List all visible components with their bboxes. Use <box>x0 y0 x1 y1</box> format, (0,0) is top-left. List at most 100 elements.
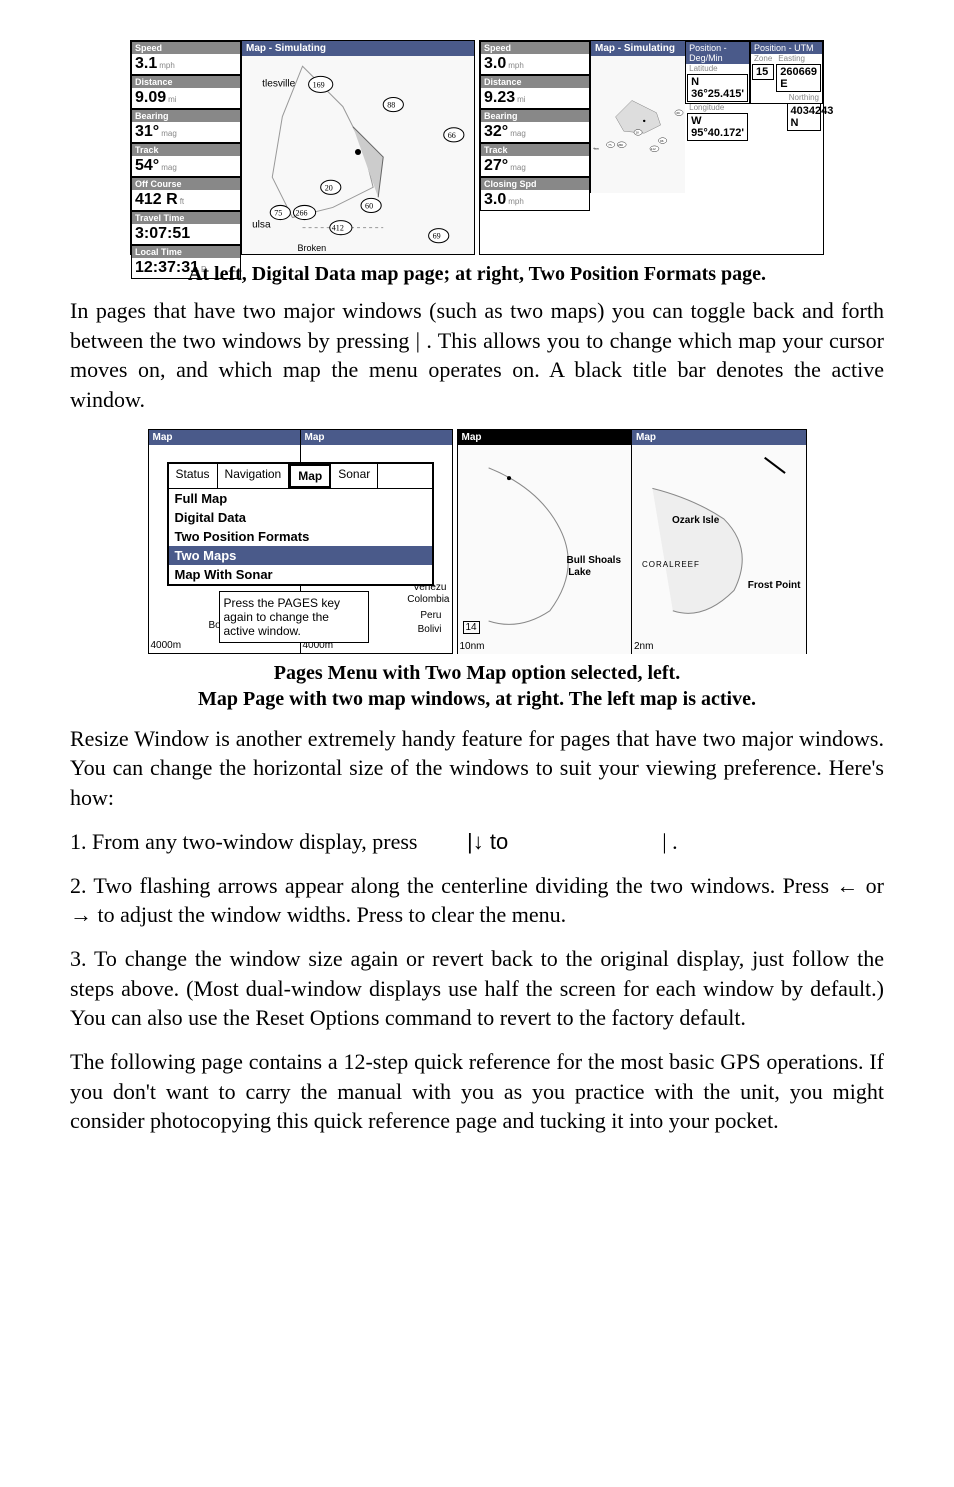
data-header: Speed <box>481 42 589 54</box>
data-header: Track <box>132 144 240 156</box>
paragraph-1: In pages that have two major windows (su… <box>70 296 884 415</box>
data-header: Closing Spd <box>481 178 589 190</box>
lat-value: N 36°25.415' <box>687 74 748 102</box>
data-value: 31°mag <box>132 122 240 142</box>
data-value: 3:07:51 <box>132 224 240 244</box>
map-area-left: Map - Simulating tlesville ulsa Broken 1… <box>241 41 474 254</box>
right-map-canvas-svg <box>632 445 806 654</box>
tab-row: StatusNavigationMapSonar <box>169 464 432 489</box>
data-value: 3.0mph <box>481 190 589 210</box>
tab-sonar[interactable]: Sonar <box>331 464 378 488</box>
data-column-left: Speed3.1mphDistance9.09miBearing31°magTr… <box>131 41 241 254</box>
bg-map-title-r: Map <box>301 430 452 445</box>
svg-text:412: 412 <box>332 224 344 233</box>
paragraph-2: Resize Window is another extremely handy… <box>70 724 884 813</box>
lon-label: Longitude <box>686 103 749 112</box>
data-header: Distance <box>481 76 589 88</box>
data-header: Bearing <box>481 110 589 122</box>
lat-label: Latitude <box>686 64 749 73</box>
step1-a: 1. From any two-window display, press <box>70 829 423 854</box>
menu-item[interactable]: Two Position Formats <box>169 527 432 546</box>
digital-data-screenshot: Speed3.1mphDistance9.09miBearing31°magTr… <box>130 40 475 255</box>
pos-utm-header: Position - UTM <box>751 42 822 54</box>
svg-text:4nm: 4nm <box>593 147 599 151</box>
menu-item[interactable]: Map With Sonar <box>169 565 432 584</box>
position-row: Position - Deg/Min Latitude N 36°25.415'… <box>685 41 823 104</box>
two-map-screenshot: Map Bull Shoals Lake 14 10nm Map Ozark I… <box>457 429 807 654</box>
step-2: 2. Two flashing arrows appear along the … <box>70 871 884 930</box>
menu-item[interactable]: Digital Data <box>169 508 432 527</box>
tab-map[interactable]: Map <box>289 464 331 488</box>
data-cell: Bearing31°mag <box>131 109 241 143</box>
step1-c: | . <box>662 829 677 854</box>
svg-text:66: 66 <box>677 111 681 115</box>
data-header: Travel Time <box>132 212 240 224</box>
caption-line-1: Pages Menu with Two Map option selected,… <box>70 660 884 686</box>
zone-value: 15 <box>752 64 774 80</box>
left-map-canvas-svg <box>458 445 632 654</box>
tab-status[interactable]: Status <box>169 464 218 488</box>
svg-text:88: 88 <box>387 101 395 110</box>
svg-text:60: 60 <box>365 201 373 210</box>
data-value: 412 Rft <box>132 190 240 210</box>
data-value: 9.09mi <box>132 88 240 108</box>
svg-text:ulsa: ulsa <box>252 220 271 231</box>
two-position-screenshot: Speed3.0mphDistance9.23miBearing32°magTr… <box>479 40 824 255</box>
pages-menu-screenshot: Map 4000m Bolivi Map Venezu Colombia Per… <box>148 429 453 654</box>
menu-item[interactable]: Two Maps <box>169 546 432 565</box>
pos-degmin-header: Position - Deg/Min <box>686 42 749 64</box>
map-svg-left: tlesville ulsa Broken 169 88 66 20 75 26… <box>242 56 474 253</box>
figure-2-caption: Pages Menu with Two Map option selected,… <box>70 660 884 712</box>
data-cell: Bearing32°mag <box>480 109 590 143</box>
data-header: Speed <box>132 42 240 54</box>
hwy-shield: 169 <box>309 76 333 92</box>
data-header: Local Time <box>132 246 240 258</box>
data-value: 9.23mi <box>481 88 589 108</box>
tab-navigation[interactable]: Navigation <box>218 464 290 488</box>
northing-value: 4034243 N <box>787 103 821 131</box>
data-header: Track <box>481 144 589 156</box>
menu-list: Full MapDigital DataTwo Position Formats… <box>169 489 432 584</box>
data-cell: Off Course412 Rft <box>131 177 241 211</box>
step1-b: |↓ to <box>467 829 508 854</box>
right-map-pane: Map Ozark Isle CORALREEF Frost Point 2nm <box>632 430 806 653</box>
data-value: 54°mag <box>132 156 240 176</box>
map-area-right: Map - Simulating 66 20 75 266 66 412 4nm <box>590 41 685 193</box>
svg-text:20: 20 <box>636 131 640 135</box>
data-value: 27°mag <box>481 156 589 176</box>
svg-text:266: 266 <box>618 143 623 147</box>
svg-text:66: 66 <box>660 139 664 143</box>
svg-text:412: 412 <box>651 147 656 151</box>
bg-map-title-l: Map <box>149 430 300 445</box>
data-header: Distance <box>132 76 240 88</box>
data-cell: Speed3.1mph <box>131 41 241 75</box>
svg-text:Broken: Broken <box>297 243 326 253</box>
data-value: 3.0mph <box>481 54 589 74</box>
paragraph-final: The following page contains a 12-step qu… <box>70 1047 884 1136</box>
step-1: 1. From any two-window display, press |↓… <box>70 827 884 857</box>
data-cell: Travel Time3:07:51 <box>131 211 241 245</box>
map-title-right: Map - Simulating <box>591 41 685 56</box>
svg-text:66: 66 <box>448 131 456 140</box>
figure-2-row: Map 4000m Bolivi Map Venezu Colombia Per… <box>70 429 884 654</box>
zone-label: Zone <box>751 54 775 63</box>
svg-text:75: 75 <box>274 209 282 218</box>
svg-text:tlesville: tlesville <box>262 78 295 89</box>
map-title-left: Map - Simulating <box>242 41 474 56</box>
data-header: Off Course <box>132 178 240 190</box>
position-utm: Position - UTM Zone 15 Easting 260669 E … <box>750 41 823 104</box>
caption-line-2: Map Page with two map windows, at right.… <box>70 686 884 712</box>
svg-text:266: 266 <box>295 209 307 218</box>
data-value: 3.1mph <box>132 54 240 74</box>
hint-box: Press the PAGES key again to change the … <box>219 591 369 643</box>
data-cell: Closing Spd3.0mph <box>480 177 590 211</box>
right-map-title: Map <box>632 430 806 445</box>
menu-item[interactable]: Full Map <box>169 489 432 508</box>
data-header: Bearing <box>132 110 240 122</box>
svg-text:69: 69 <box>433 232 441 241</box>
data-cell: Local Time12:37:31P <box>131 245 241 279</box>
data-column-right: Speed3.0mph Distance9.23miBearing32°magTr… <box>480 41 590 193</box>
left-map-pane: Map Bull Shoals Lake 14 10nm <box>458 430 633 653</box>
data-cell: Track27°mag <box>480 143 590 177</box>
svg-text:20: 20 <box>325 183 333 192</box>
